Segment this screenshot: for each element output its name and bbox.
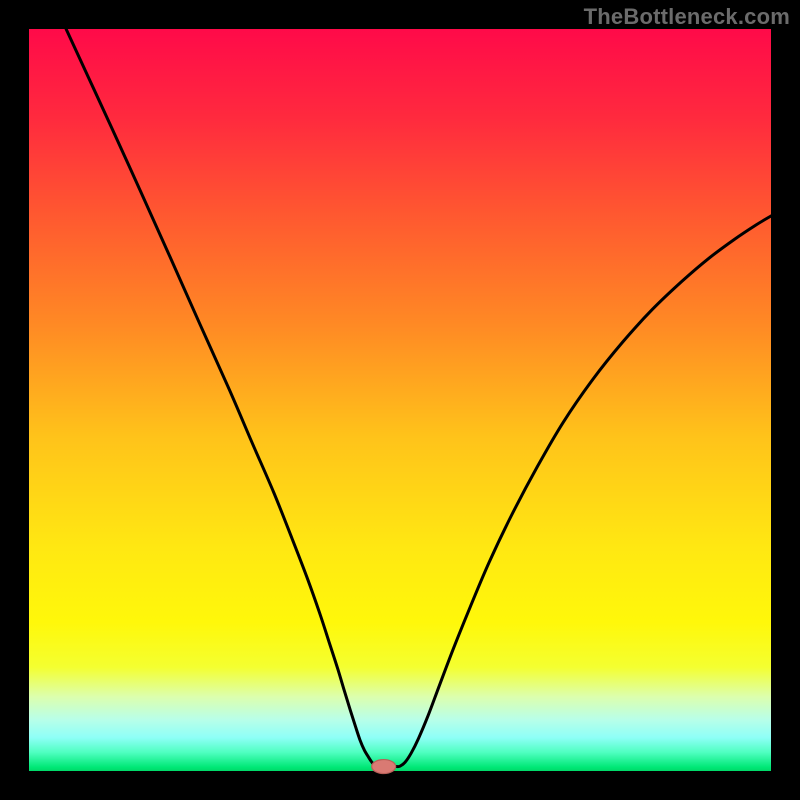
chart-svg-wrap <box>0 0 800 800</box>
chart-container: TheBottleneck.com <box>0 0 800 800</box>
plot-background <box>29 29 771 771</box>
chart-svg <box>0 0 800 800</box>
watermark-text: TheBottleneck.com <box>584 4 790 30</box>
optimum-marker <box>372 760 396 774</box>
